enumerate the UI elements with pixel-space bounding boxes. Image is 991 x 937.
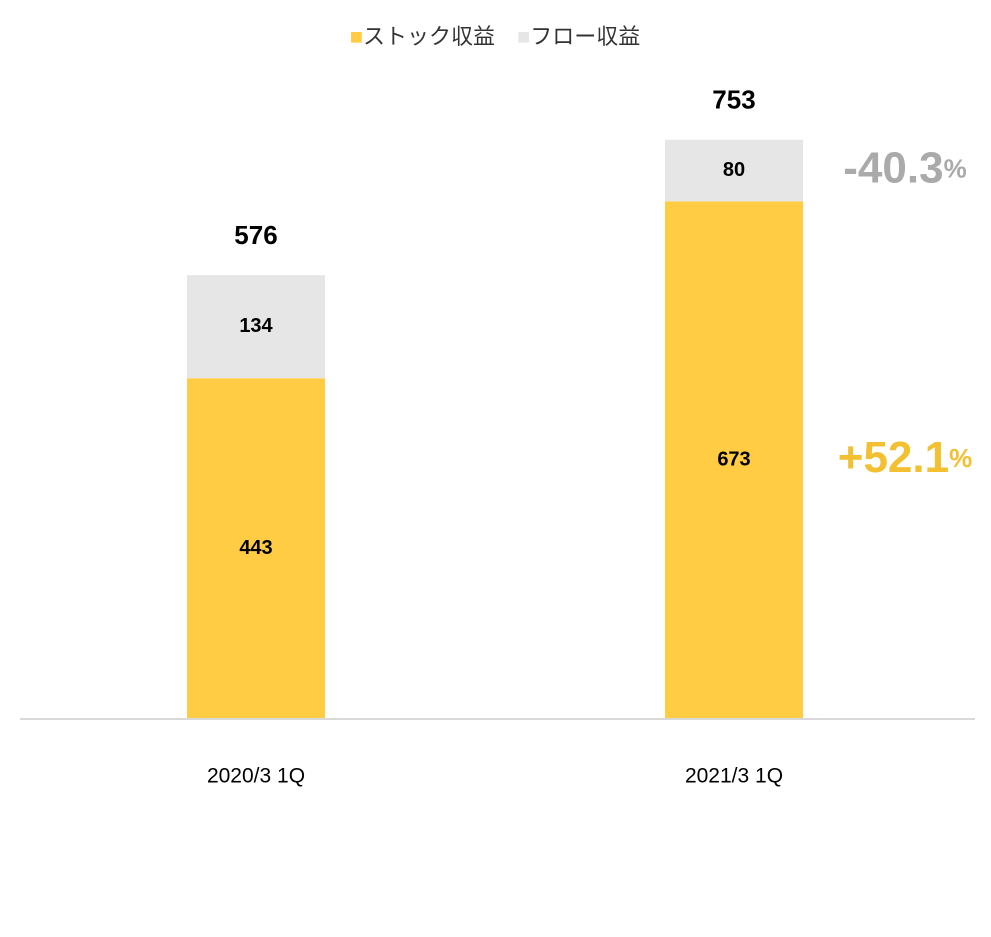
data-label: 80 (723, 159, 745, 181)
data-label: 673 (717, 448, 750, 470)
legend: ■ストック収益 ■フロー収益 (350, 24, 641, 49)
bar-segment (187, 275, 325, 379)
legend-swatch: ■ (517, 24, 530, 49)
change-annotation: -40.3% (843, 143, 966, 192)
bar-segment (665, 201, 803, 720)
change-unit: % (944, 153, 967, 183)
bar-segment (665, 139, 803, 202)
legend-label: フロー収益 (530, 24, 640, 49)
legend-swatch: ■ (350, 24, 363, 49)
bar-segment (187, 378, 325, 719)
x-tick-label: 2020/3 1Q (207, 765, 305, 788)
data-label: 134 (239, 315, 273, 337)
change-value: -40.3 (843, 143, 943, 192)
change-unit: % (949, 443, 972, 473)
total-label: 753 (712, 85, 755, 115)
legend-label: ストック収益 (363, 24, 495, 49)
x-tick-label: 2021/3 1Q (685, 765, 783, 788)
data-label: 443 (239, 537, 272, 559)
total-label: 576 (234, 220, 277, 250)
change-value: +52.1 (838, 433, 949, 482)
change-annotation: +52.1% (838, 433, 972, 482)
